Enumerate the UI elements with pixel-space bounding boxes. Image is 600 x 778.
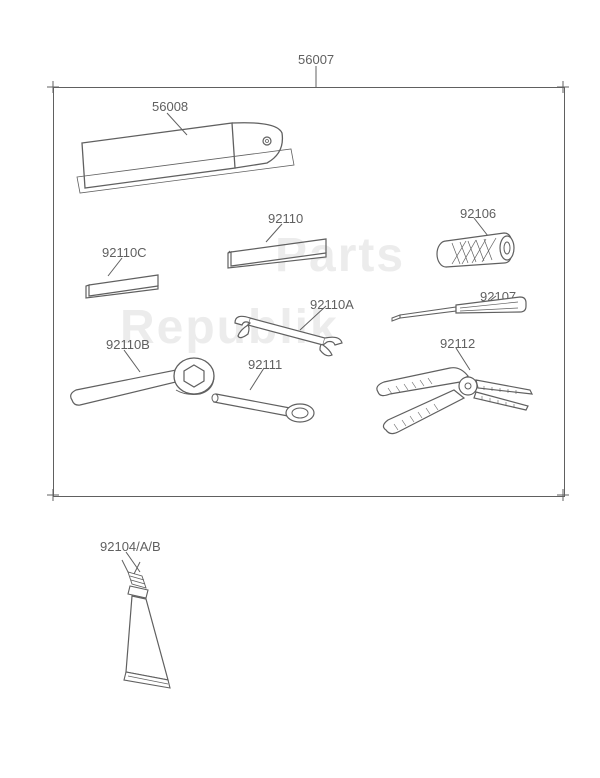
tool-pliers [370, 348, 560, 458]
tool-case [77, 113, 302, 203]
tool-socket [432, 218, 542, 278]
leader-kit [314, 66, 318, 88]
label-kit: 56007 [298, 52, 334, 67]
tool-hexkey [218, 224, 348, 274]
tool-grease-tube [88, 552, 208, 702]
tool-spanner [230, 288, 370, 358]
tool-bar [210, 368, 340, 428]
label-case: 56008 [152, 99, 188, 114]
diagram-container: Parts Republik 56007 56008 92110 [0, 0, 600, 778]
tool-screwdriver [388, 280, 548, 330]
tool-hexkey-c [78, 258, 188, 303]
